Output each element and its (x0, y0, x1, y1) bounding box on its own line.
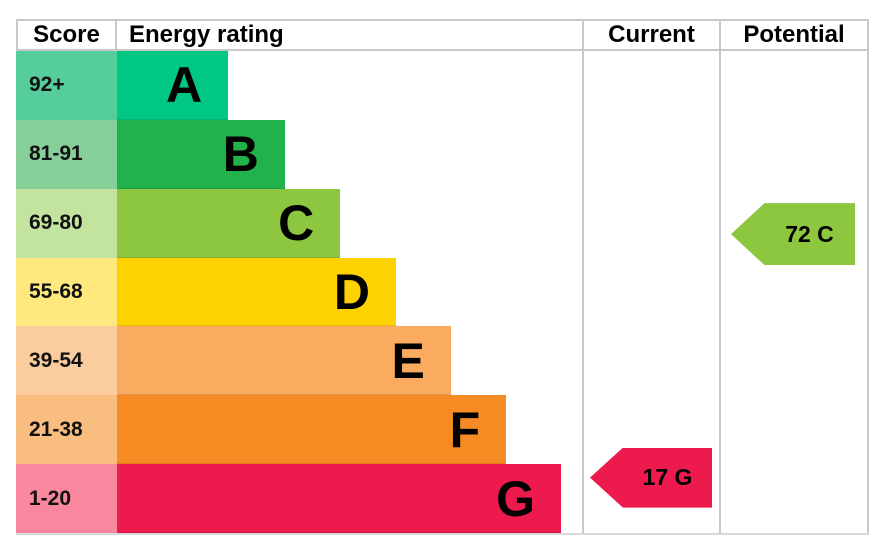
potential-column-header: Potential (721, 19, 869, 51)
rating-bar-cell-c: C (117, 188, 582, 258)
score-range-d: 55-68 (16, 257, 117, 327)
rating-letter-a: A (166, 57, 203, 114)
rating-letter-e: E (391, 332, 425, 389)
rating-bar-a: A (117, 51, 229, 120)
rating-letter-f: F (449, 401, 481, 458)
rating-bar-cell-e: E (117, 326, 582, 396)
current-cell-a (582, 51, 721, 120)
potential-cell-f (721, 395, 869, 465)
current-column-header: Current (582, 19, 721, 51)
potential-cell-b (721, 119, 869, 189)
score-range-b: 81-91 (16, 119, 117, 189)
rating-bar-cell-d: D (117, 257, 582, 327)
rating-letter-g: G (496, 470, 536, 527)
rating-letter-c: C (278, 195, 315, 252)
rating-bar-cell-f: F (117, 395, 582, 465)
score-range-e: 39-54 (16, 326, 117, 396)
rating-bar-c: C (117, 188, 341, 258)
rating-letter-b: B (222, 126, 259, 183)
current-cell-c (582, 188, 721, 258)
score-range-c: 69-80 (16, 188, 117, 258)
score-column-header: Score (16, 19, 117, 51)
rating-bar-cell-a: A (117, 51, 582, 120)
current-cell-b (582, 119, 721, 189)
score-range-g: 1-20 (16, 464, 117, 534)
potential-cell-e (721, 326, 869, 396)
potential-cell-c: 72 C (721, 188, 869, 266)
score-range-a: 92+ (16, 51, 117, 120)
current-cell-g: 17 G (582, 447, 721, 534)
epc-rating-chart: Score Energy rating Current Potential 92… (16, 19, 869, 536)
potential-cell-g (721, 464, 869, 534)
potential-rating-arrow: 72 C (731, 203, 855, 266)
current-cell-d (582, 257, 721, 327)
rating-bar-e: E (117, 326, 451, 396)
energy-rating-column-header: Energy rating (117, 19, 582, 51)
potential-cell-a (721, 51, 869, 120)
rating-bar-cell-g: G (117, 464, 582, 534)
potential-cell-d (721, 257, 869, 327)
rating-letter-d: D (333, 264, 370, 320)
rating-bar-b: B (117, 119, 285, 189)
rating-bar-g: G (117, 464, 562, 534)
score-range-f: 21-38 (16, 395, 117, 465)
rating-bar-f: F (117, 395, 507, 465)
current-cell-e (582, 326, 721, 396)
rating-bar-d: D (117, 257, 396, 327)
rating-bar-cell-b: B (117, 119, 582, 189)
